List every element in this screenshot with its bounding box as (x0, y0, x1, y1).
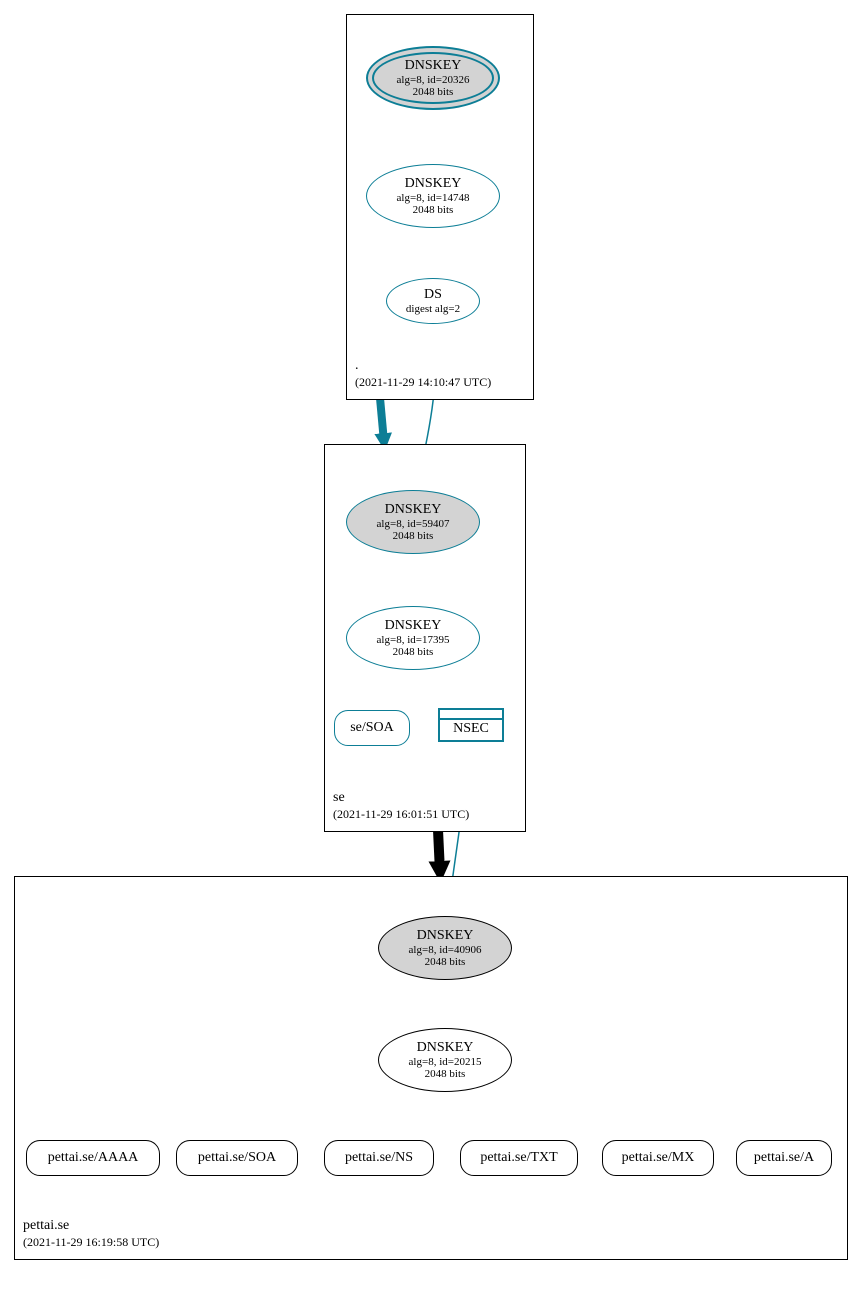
dnskey-root-ksk: DNSKEY alg=8, id=20326 2048 bits (366, 46, 500, 110)
zone-root-label: . (2021-11-29 14:10:47 UTC) (355, 357, 491, 391)
rr-se-soa: se/SOA (334, 710, 410, 746)
dnskey-root-zsk: DNSKEY alg=8, id=14748 2048 bits (366, 164, 500, 228)
dnskey-se-zsk: DNSKEY alg=8, id=17395 2048 bits (346, 606, 480, 670)
rr-pettai-ns: pettai.se/NS (324, 1140, 434, 1176)
dnskey-pettai-zsk: DNSKEY alg=8, id=20215 2048 bits (378, 1028, 512, 1092)
nsec-box: NSEC (438, 708, 504, 742)
rr-pettai-a: pettai.se/A (736, 1140, 832, 1176)
rr-pettai-aaaa: pettai.se/AAAA (26, 1140, 160, 1176)
ds-root: DS digest alg=2 (386, 278, 480, 324)
dnskey-pettai-ksk: DNSKEY alg=8, id=40906 2048 bits (378, 916, 512, 980)
zone-se-label: se (2021-11-29 16:01:51 UTC) (333, 789, 469, 823)
dnskey-se-ksk: DNSKEY alg=8, id=59407 2048 bits (346, 490, 480, 554)
zone-pettai-label: pettai.se (2021-11-29 16:19:58 UTC) (23, 1217, 159, 1251)
rr-pettai-mx: pettai.se/MX (602, 1140, 714, 1176)
rr-pettai-txt: pettai.se/TXT (460, 1140, 578, 1176)
rr-pettai-soa: pettai.se/SOA (176, 1140, 298, 1176)
